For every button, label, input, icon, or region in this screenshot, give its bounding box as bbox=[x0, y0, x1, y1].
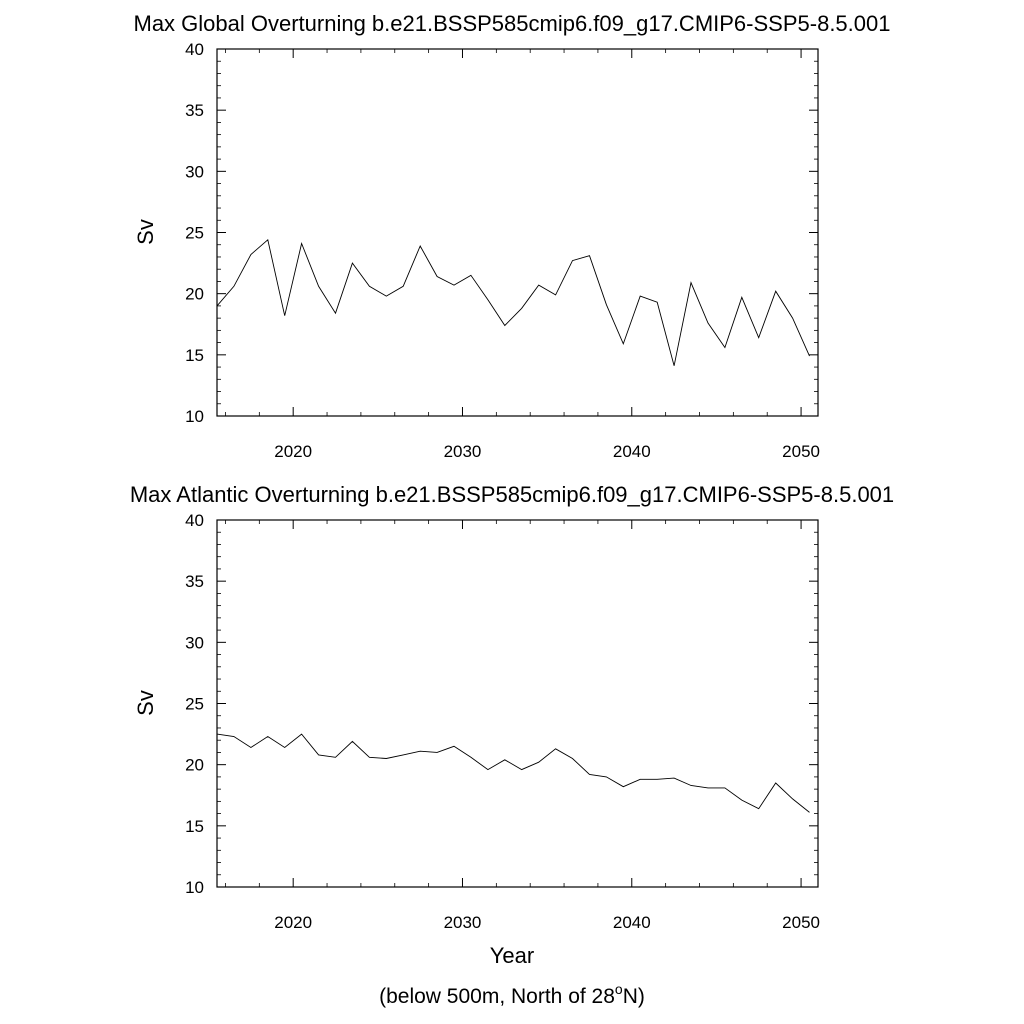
atlantic-overturning-panel: Max Atlantic Overturning b.e21.BSSP585cm… bbox=[130, 482, 894, 932]
y-tick-label: 30 bbox=[185, 162, 204, 181]
footnote: (below 500m, North of 28oN) bbox=[379, 981, 645, 1008]
y-tick-label: 35 bbox=[185, 572, 204, 591]
panel-title: Max Global Overturning b.e21.BSSP585cmip… bbox=[134, 11, 891, 36]
y-tick-label: 35 bbox=[185, 101, 204, 120]
x-axis-label: Year bbox=[490, 943, 534, 968]
y-tick-label: 40 bbox=[185, 511, 204, 530]
y-tick-labels: 10 15 20 25 30 35 40 bbox=[185, 40, 204, 426]
series-line bbox=[216, 733, 810, 813]
x-tick-label: 2020 bbox=[274, 442, 312, 461]
y-tick-label: 30 bbox=[185, 633, 204, 652]
footnote-suffix: N) bbox=[623, 985, 645, 1008]
x-tick-label: 2030 bbox=[444, 442, 482, 461]
plot-frame bbox=[216, 48, 819, 417]
y-tick-label: 15 bbox=[185, 346, 204, 365]
y-tick-label: 10 bbox=[185, 407, 204, 426]
panel-title: Max Atlantic Overturning b.e21.BSSP585cm… bbox=[130, 482, 894, 507]
y-axis-label: Sv bbox=[133, 219, 158, 245]
x-tick-label: 2030 bbox=[444, 913, 482, 932]
x-tick-label: 2040 bbox=[613, 913, 651, 932]
x-tick-labels: 2020 2030 2040 2050 bbox=[274, 913, 820, 932]
x-tick-labels: 2020 2030 2040 2050 bbox=[274, 442, 820, 461]
x-tick-label: 2050 bbox=[782, 913, 820, 932]
x-tick-label: 2020 bbox=[274, 913, 312, 932]
y-tick-label: 20 bbox=[185, 756, 204, 775]
y-tick-label: 20 bbox=[185, 285, 204, 304]
y-tick-labels: 10 15 20 25 30 35 40 bbox=[185, 511, 204, 897]
footnote-superscript: o bbox=[615, 981, 623, 997]
y-tick-label: 15 bbox=[185, 817, 204, 836]
y-tick-label: 25 bbox=[185, 224, 204, 243]
y-tick-label: 10 bbox=[185, 878, 204, 897]
footnote-prefix: (below 500m, North of 28 bbox=[379, 985, 615, 1008]
y-tick-label: 40 bbox=[185, 40, 204, 59]
axis-ticks bbox=[217, 48, 818, 417]
series-line bbox=[216, 238, 810, 366]
axis-ticks bbox=[217, 519, 818, 888]
global-overturning-panel: Max Global Overturning b.e21.BSSP585cmip… bbox=[133, 11, 890, 461]
plot-frame bbox=[216, 519, 819, 888]
x-tick-label: 2050 bbox=[782, 442, 820, 461]
x-tick-label: 2040 bbox=[613, 442, 651, 461]
y-axis-label: Sv bbox=[133, 690, 158, 716]
y-tick-label: 25 bbox=[185, 695, 204, 714]
